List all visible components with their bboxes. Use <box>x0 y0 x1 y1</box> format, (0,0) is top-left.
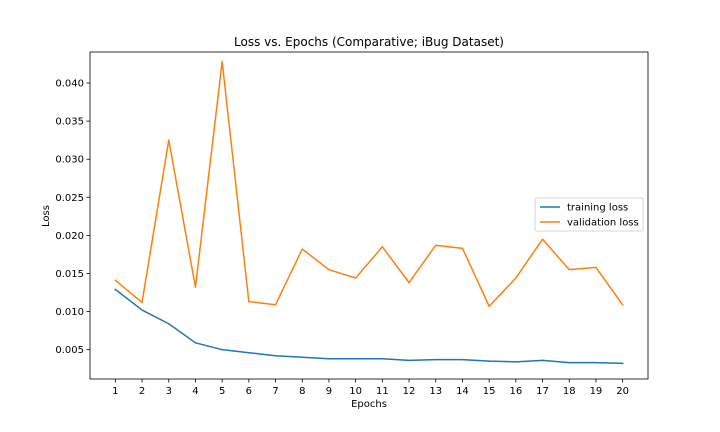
x-tick-label: 10 <box>349 386 362 397</box>
data-point <box>141 301 143 304</box>
data-point <box>434 358 437 361</box>
data-point <box>114 288 117 291</box>
x-axis-label: Epochs <box>351 399 387 410</box>
x-tick-label: 20 <box>616 386 629 397</box>
legend-label: training loss <box>567 203 628 214</box>
data-point <box>194 342 197 344</box>
series-validation-loss <box>114 60 624 307</box>
data-point <box>408 359 410 362</box>
data-point <box>168 323 170 325</box>
x-tick-label: 9 <box>326 386 332 397</box>
data-point <box>568 361 570 364</box>
data-point <box>248 351 250 354</box>
x-tick-label: 7 <box>272 386 278 397</box>
data-point <box>354 358 357 360</box>
data-point <box>381 358 384 360</box>
data-point <box>328 358 330 360</box>
data-point <box>301 356 304 359</box>
x-tick-label: 3 <box>166 386 172 397</box>
series-line <box>114 60 624 307</box>
data-point <box>221 348 223 351</box>
y-tick-label: 0.020 <box>55 231 84 242</box>
data-point <box>328 268 330 271</box>
series-layer <box>114 60 624 365</box>
x-tick-label: 13 <box>429 386 442 397</box>
x-axis-ticks: 1 2 3 4 5 6 7 8 9 10 11 12 13 14 15 16 17 18 19 20 <box>112 379 629 397</box>
x-tick-label: 17 <box>536 386 549 397</box>
x-tick-label: 15 <box>483 386 496 397</box>
data-point <box>141 309 143 311</box>
data-point <box>381 246 384 248</box>
y-tick-label: 0.040 <box>55 79 84 90</box>
data-point <box>621 303 624 306</box>
data-point <box>221 60 223 63</box>
data-point <box>274 355 277 357</box>
chart-title: Loss vs. Epochs (Comparative; iBug Datas… <box>234 35 504 49</box>
y-tick-label: 0.035 <box>55 117 84 128</box>
data-point <box>248 300 250 303</box>
x-tick-label: 11 <box>376 386 389 397</box>
x-tick-label: 18 <box>563 386 576 397</box>
x-tick-label: 8 <box>299 386 305 397</box>
data-point <box>461 247 464 250</box>
y-tick-label: 0.030 <box>55 155 84 166</box>
x-tick-label: 6 <box>246 386 252 397</box>
series-line <box>114 288 624 365</box>
legend: training loss validation loss <box>534 197 644 232</box>
data-point <box>461 358 464 361</box>
y-tick-label: 0.025 <box>55 193 84 204</box>
data-point <box>515 361 517 363</box>
legend-box <box>534 197 644 232</box>
data-point <box>488 360 490 362</box>
x-tick-label: 2 <box>139 386 145 397</box>
data-point <box>408 281 410 284</box>
y-tick-label: 0.015 <box>55 269 84 280</box>
data-point <box>301 248 304 250</box>
y-tick-label: 0.005 <box>55 345 84 356</box>
data-point <box>488 305 490 307</box>
x-tick-label: 4 <box>192 386 198 397</box>
x-tick-label: 1 <box>112 386 118 397</box>
data-point <box>168 139 170 141</box>
x-tick-label: 12 <box>403 386 416 397</box>
data-point <box>194 286 197 288</box>
data-point <box>541 359 544 362</box>
y-tick-label: 0.010 <box>55 307 84 318</box>
legend-label: validation loss <box>567 218 639 229</box>
y-axis-ticks: 0.005 0.010 0.015 0.020 0.025 0.030 0.035 0.040 <box>55 79 90 356</box>
x-tick-label: 19 <box>590 386 603 397</box>
series-training-loss <box>114 288 624 365</box>
x-tick-label: 5 <box>219 386 225 397</box>
y-axis-label: Loss <box>41 205 52 227</box>
data-point <box>621 362 624 365</box>
x-tick-label: 14 <box>456 386 469 397</box>
x-tick-label: 16 <box>509 386 522 397</box>
data-point <box>114 279 117 282</box>
data-point <box>354 277 357 279</box>
data-point <box>434 244 437 247</box>
data-point <box>568 268 570 271</box>
plot-frame <box>89 51 649 380</box>
data-point <box>515 277 517 279</box>
data-point <box>595 361 597 364</box>
data-point <box>541 238 544 240</box>
data-point <box>274 303 277 306</box>
data-point <box>595 266 597 269</box>
